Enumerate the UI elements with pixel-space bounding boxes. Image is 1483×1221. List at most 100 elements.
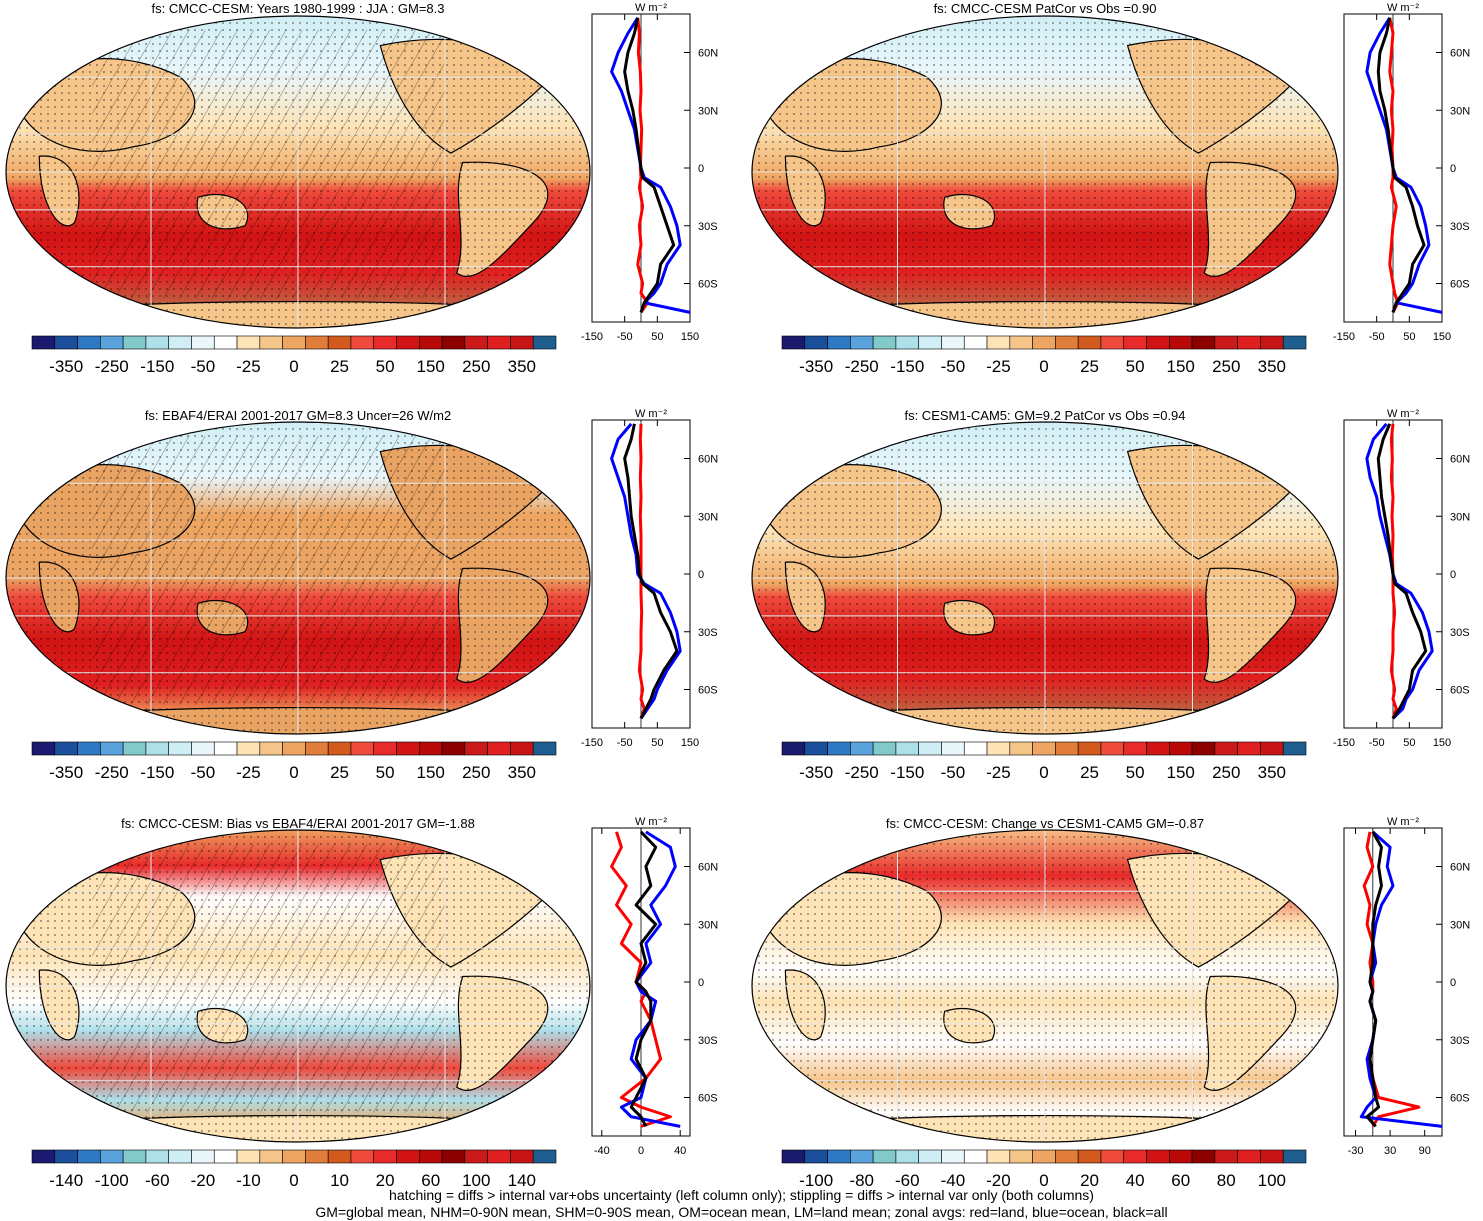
y-tick-label: 60N — [698, 862, 718, 874]
colorbar-swatch — [781, 741, 806, 756]
colorbar-label: -150 — [890, 357, 924, 376]
colorbar-label: -25 — [236, 763, 261, 782]
colorbar-swatch — [827, 741, 851, 756]
x-tick-label: -50 — [1369, 737, 1385, 749]
y-tick-label: 0 — [1450, 977, 1456, 989]
footer-note: hatching = diffs > internal var+obs unce… — [0, 1187, 1483, 1221]
colorbar-swatch — [827, 1149, 851, 1164]
y-tick-label: 30N — [1450, 105, 1470, 117]
colorbar-swatch — [963, 1149, 988, 1164]
colorbar-label: 25 — [330, 763, 349, 782]
y-tick-label: 0 — [698, 977, 704, 989]
colorbar-swatch — [236, 335, 261, 350]
colorbar-swatch — [236, 741, 261, 756]
colorbar-swatch — [1100, 741, 1125, 756]
colorbar-swatch — [510, 741, 534, 756]
colorbar-swatch — [305, 741, 329, 756]
colorbar-label: 20 — [376, 1171, 395, 1190]
x-tick-label: 40 — [674, 1145, 686, 1157]
colorbar-label: 0 — [1039, 1171, 1048, 1190]
units-label: W m⁻² — [1387, 2, 1419, 14]
colorbar-swatch — [168, 741, 192, 756]
colorbar-label: -350 — [799, 763, 833, 782]
y-tick-label: 0 — [1450, 163, 1456, 175]
colorbar-4: -350 -250 -150 -50 -25 0 25 50 150 250 350 — [781, 741, 1307, 782]
colorbar-swatch — [1123, 741, 1147, 756]
colorbar-label: -20 — [191, 1171, 216, 1190]
colorbar-swatch — [781, 1149, 806, 1164]
map-panel-4 — [751, 421, 1339, 735]
panel-title-3: fs: EBAF4/ERAI 2001-2017 GM=8.3 Uncer=26… — [144, 408, 452, 423]
colorbar-label: -250 — [845, 357, 879, 376]
colorbar-swatch — [1214, 741, 1238, 756]
colorbar-swatch — [827, 335, 851, 350]
colorbar-label: -25 — [986, 357, 1011, 376]
colorbar-swatch — [918, 1149, 942, 1164]
colorbar-label: -350 — [49, 763, 83, 782]
colorbar-swatch — [373, 335, 397, 350]
colorbar-label: -40 — [941, 1171, 966, 1190]
colorbar-label: 0 — [289, 1171, 298, 1190]
colorbar-swatch — [396, 741, 420, 756]
y-tick-label: 30S — [698, 627, 718, 639]
colorbar-swatch — [191, 741, 215, 756]
map-panel-3 — [5, 421, 591, 735]
colorbar-swatch — [145, 335, 169, 350]
series-land — [1388, 17, 1400, 314]
colorbar-swatch — [1191, 741, 1216, 756]
colorbar-label: -150 — [890, 763, 924, 782]
colorbar-label: 50 — [376, 357, 395, 376]
colorbar-label: 0 — [1039, 357, 1048, 376]
zonal-plot-4: W m⁻² -150 -50 50 150 60N 30N 0 30S 60S — [1333, 408, 1470, 749]
colorbar-swatch — [1237, 741, 1261, 756]
colorbar-swatch — [100, 335, 124, 350]
colorbar-swatch — [259, 335, 283, 350]
colorbar-swatch — [31, 741, 56, 756]
x-tick-label: 150 — [1433, 331, 1451, 343]
zonal-plot-frame — [1343, 827, 1443, 1137]
colorbar-swatch — [1055, 335, 1079, 350]
map-border — [5, 15, 591, 329]
colorbar-swatch — [168, 335, 192, 350]
colorbar-swatch — [895, 741, 919, 756]
footer-line-2: GM=global mean, NHM=0-90N mean, SHM=0-90… — [315, 1204, 1168, 1220]
colorbar-swatch — [1100, 1149, 1125, 1164]
colorbar-label: 25 — [330, 357, 349, 376]
colorbar-swatch — [918, 741, 942, 756]
colorbar-label: -140 — [49, 1171, 83, 1190]
colorbar-swatch — [1214, 1149, 1238, 1164]
colorbar-swatch — [100, 1149, 124, 1164]
y-tick-label: 0 — [1450, 569, 1456, 581]
colorbar-swatch — [1169, 741, 1193, 756]
colorbar-swatch — [213, 335, 238, 350]
colorbar-label: 150 — [417, 357, 445, 376]
colorbar-swatch — [327, 741, 352, 756]
colorbar-2: -350 -250 -150 -50 -25 0 25 50 150 250 350 — [781, 335, 1307, 376]
y-tick-label: 30N — [1450, 511, 1470, 523]
colorbar-swatch — [441, 741, 466, 756]
colorbar-swatch — [191, 335, 215, 350]
colorbar-swatch — [941, 335, 965, 350]
colorbar-label: -60 — [895, 1171, 920, 1190]
colorbar-swatch — [1100, 335, 1125, 350]
colorbar-label: 150 — [1167, 763, 1195, 782]
colorbar-3: -350 -250 -150 -50 -25 0 25 50 150 250 350 — [31, 741, 557, 782]
colorbar-swatch — [941, 1149, 965, 1164]
colorbar-swatch — [941, 741, 965, 756]
colorbar-swatch — [1077, 1149, 1102, 1164]
map-border — [751, 15, 1339, 329]
colorbar-swatch — [350, 741, 375, 756]
panel-title-6: fs: CMCC-CESM: Change vs CESM1-CAM5 GM=-… — [885, 816, 1205, 831]
units-label: W m⁻² — [1387, 816, 1419, 828]
colorbar-swatch — [895, 335, 919, 350]
x-tick-label: 0 — [638, 1145, 644, 1157]
colorbar-swatch — [1146, 741, 1170, 756]
colorbar-swatch — [1077, 335, 1102, 350]
colorbar-swatch — [145, 741, 169, 756]
y-tick-label: 0 — [698, 163, 704, 175]
colorbar-swatch — [1146, 1149, 1170, 1164]
colorbar-label: 250 — [462, 357, 490, 376]
hatching — [92, 843, 445, 1113]
map-border — [5, 829, 591, 1143]
colorbar-swatch — [804, 741, 828, 756]
